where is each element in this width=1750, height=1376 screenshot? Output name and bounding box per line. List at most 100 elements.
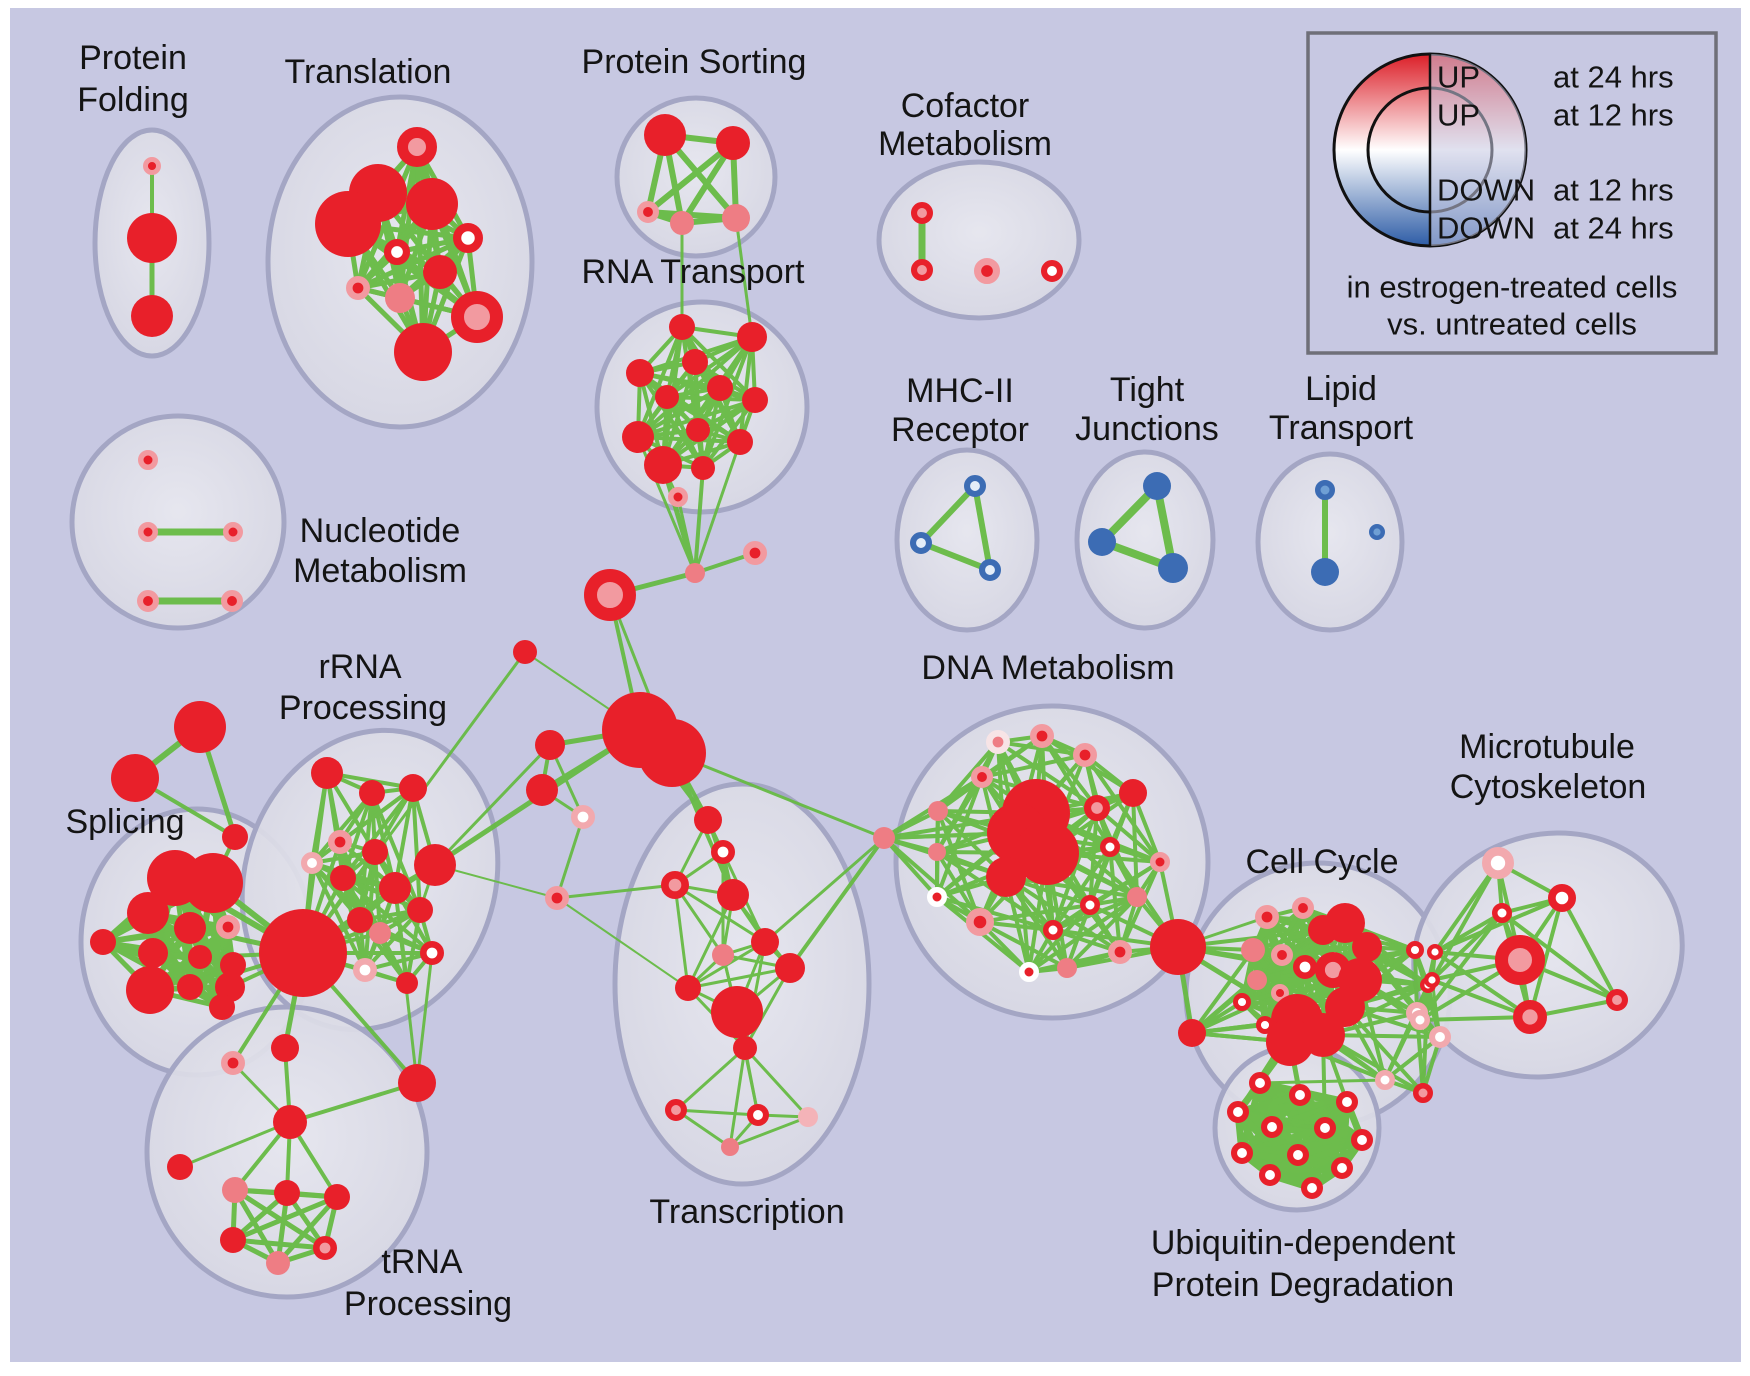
cluster-ubiquitin-degradation-label: Ubiquitin-dependent <box>1151 1224 1456 1262</box>
network-node-r <box>220 952 246 978</box>
legend-time-label: at 12 hrs <box>1553 98 1674 133</box>
network-node-rp <box>584 569 636 621</box>
network-node-rp <box>1413 1083 1433 1103</box>
edge <box>936 740 1000 813</box>
network-node-r <box>644 114 686 156</box>
network-node-r <box>379 872 411 904</box>
edge <box>1131 791 1139 899</box>
network-node-pr <box>138 450 158 470</box>
network-node-rp <box>1606 989 1629 1012</box>
edge <box>763 836 886 944</box>
network-node-r <box>716 126 750 160</box>
edge <box>674 1108 760 1117</box>
network-node-pr <box>345 275 370 300</box>
network-node-pr <box>544 885 569 910</box>
edge <box>434 864 558 899</box>
edge <box>935 895 1055 932</box>
network-node-rp <box>660 870 689 899</box>
network-node-rp <box>1513 999 1548 1034</box>
edge <box>1418 1015 1532 1022</box>
network-node-rw <box>1547 883 1576 912</box>
network-node-rw <box>1331 1157 1354 1180</box>
network-node-pr <box>221 1051 246 1076</box>
network-node-p <box>1127 887 1147 907</box>
network-node-bl <box>1368 524 1385 541</box>
network-node-p <box>712 944 734 966</box>
network-node-pr <box>1030 723 1055 748</box>
cluster-rrna-processing-label: rRNA <box>318 648 401 686</box>
network-node-r <box>174 912 206 944</box>
network-node-rw <box>1423 972 1440 989</box>
edge <box>686 966 792 990</box>
network-node-pw <box>1375 1070 1395 1090</box>
edge <box>728 1046 747 1149</box>
network-node-r <box>986 857 1026 897</box>
network-node-bl <box>1315 480 1335 500</box>
network-node-wr <box>1019 962 1039 982</box>
network-node-rp <box>1495 935 1545 985</box>
network-node-bw <box>979 559 1002 582</box>
network-node-lp <box>798 1107 818 1127</box>
network-node-r <box>1301 1013 1345 1057</box>
edge <box>1383 1035 1442 1082</box>
network-node-r <box>644 446 682 484</box>
edge <box>275 1194 340 1266</box>
network-node-r <box>406 178 458 230</box>
network-node-p <box>266 1251 290 1275</box>
edge <box>1433 911 1504 954</box>
network-node-r <box>707 375 733 401</box>
network-node-p <box>1247 970 1267 990</box>
edge <box>638 371 705 470</box>
network-node-pr <box>216 914 241 939</box>
network-node-rw <box>419 940 444 965</box>
edge <box>743 1046 810 1119</box>
cluster-mhc-ii-receptor-label: Receptor <box>891 411 1029 449</box>
network-node-r <box>209 994 235 1020</box>
network-node-rw <box>1231 1142 1254 1165</box>
edge <box>978 920 1069 970</box>
edge <box>310 791 374 865</box>
network-node-r <box>131 295 173 337</box>
edge <box>341 786 415 880</box>
cluster-microtubule-cytoskeleton-label: Cytoskeleton <box>1450 768 1647 806</box>
cluster-lipid-transport-label: Lipid <box>1305 370 1377 408</box>
edge <box>1083 753 1162 864</box>
network-node-r <box>398 1064 436 1102</box>
cluster-microtubule-cytoskeleton-label: Microtubule <box>1459 728 1635 766</box>
network-node-r <box>407 897 433 923</box>
edge <box>980 753 1087 779</box>
network-node-r <box>362 839 388 865</box>
edge <box>1430 911 1504 982</box>
edge <box>393 786 415 890</box>
network-node-pr <box>136 590 159 613</box>
network-node-pr <box>1270 983 1289 1002</box>
edge <box>670 751 886 840</box>
network-node-rp <box>911 258 934 281</box>
cluster-trna-processing-label: tRNA <box>381 1243 463 1281</box>
network-node-p <box>1057 958 1077 978</box>
network-node-r <box>311 757 343 789</box>
network-node-r <box>396 972 418 994</box>
network-node-r <box>126 966 174 1014</box>
edge <box>1560 896 1619 1002</box>
network-node-rw <box>384 238 411 265</box>
network-node-r <box>399 774 427 802</box>
network-node-rw <box>1301 1177 1324 1200</box>
edge <box>972 483 993 573</box>
network-node-pr <box>1255 904 1280 929</box>
network-node-b <box>1158 553 1188 583</box>
network-node-r <box>535 730 565 760</box>
edge <box>1027 903 1092 974</box>
legend-time-label: at 12 hrs <box>1553 173 1674 208</box>
network-node-r <box>733 1036 757 1060</box>
edge <box>1430 861 1500 982</box>
network-node-pr <box>220 590 243 613</box>
legend-wheel-right-half-overlay <box>1430 54 1526 246</box>
edge <box>1430 978 1532 1019</box>
edge <box>673 883 725 957</box>
cluster-labels-layer: Protein Folding Translation Protein Sorting… <box>65 39 1646 1323</box>
network-node-r <box>220 1227 246 1253</box>
network-node-pr <box>1150 852 1170 872</box>
network-node-r <box>513 640 537 664</box>
network-node-pr <box>143 157 162 176</box>
